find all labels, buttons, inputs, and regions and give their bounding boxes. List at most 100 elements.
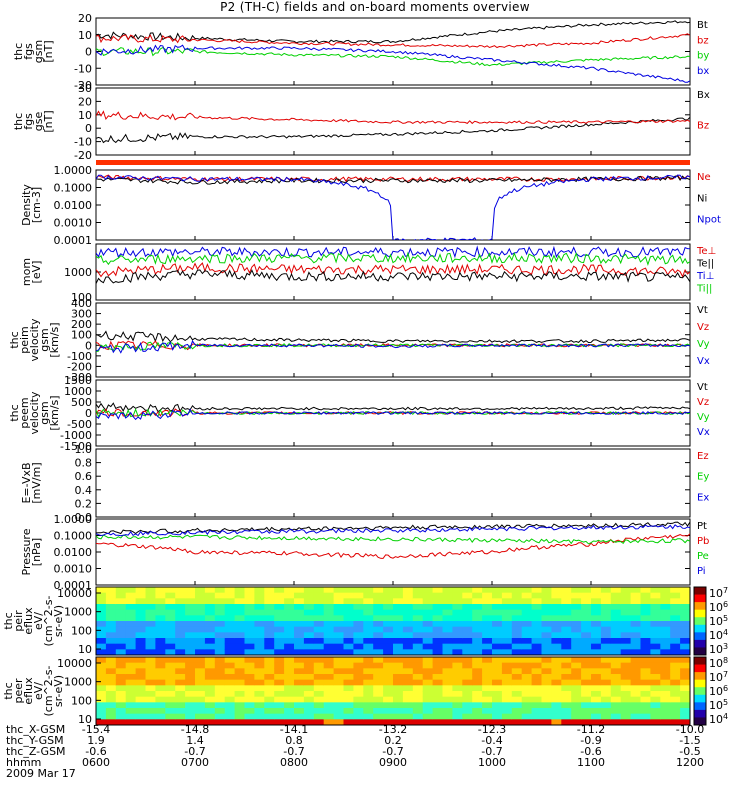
heatmap-cell bbox=[462, 696, 473, 703]
heatmap-cell bbox=[105, 609, 117, 616]
heatmap-cell bbox=[363, 598, 374, 605]
heatmap-cell bbox=[264, 643, 275, 650]
heatmap-cell bbox=[581, 621, 592, 628]
heatmap-cell bbox=[412, 657, 424, 664]
series-line-Bx bbox=[96, 116, 690, 144]
heatmap-cell bbox=[650, 685, 661, 692]
heatmap-cell bbox=[244, 632, 255, 639]
heatmap-cell bbox=[323, 632, 335, 639]
heatmap-cell bbox=[303, 598, 315, 605]
heatmap-cell bbox=[610, 713, 622, 720]
heatmap-cell bbox=[135, 621, 146, 628]
heatmap-cell bbox=[541, 713, 552, 720]
y-tick-label: 1.0000 bbox=[54, 164, 93, 177]
heatmap-cell bbox=[630, 657, 641, 664]
heatmap-cell bbox=[145, 713, 156, 720]
heatmap-cell bbox=[284, 679, 295, 686]
heatmap-cell bbox=[660, 691, 671, 698]
y-tick-label: 0.0010 bbox=[54, 563, 93, 576]
heatmap-cell bbox=[422, 685, 434, 692]
heatmap-cell bbox=[244, 679, 255, 686]
heatmap-cell bbox=[492, 708, 503, 715]
heatmap-cell bbox=[541, 674, 552, 681]
heatmap-cell bbox=[303, 657, 315, 664]
heatmap-cell bbox=[234, 592, 245, 599]
heatmap-cell bbox=[660, 587, 671, 594]
heatmap-cell bbox=[284, 719, 295, 726]
heatmap-cell bbox=[591, 708, 602, 715]
heatmap-cell bbox=[373, 638, 384, 645]
heatmap-cell bbox=[373, 626, 384, 633]
colorbar-segment bbox=[694, 702, 706, 711]
heatmap-cell bbox=[204, 685, 216, 692]
heatmap-cell bbox=[620, 679, 632, 686]
heatmap-cell bbox=[402, 598, 414, 605]
heatmap-cell bbox=[294, 696, 305, 703]
heatmap-cell bbox=[125, 696, 137, 703]
heatmap-cell bbox=[541, 609, 552, 616]
heatmap-cell bbox=[155, 702, 166, 709]
footer-tick-label: 1100 bbox=[577, 756, 605, 769]
heatmap-cell bbox=[214, 609, 226, 616]
heatmap-cell bbox=[670, 609, 681, 616]
heatmap-cell bbox=[284, 702, 295, 709]
colorbar-tick-label: 106 bbox=[709, 600, 728, 614]
heatmap-cell bbox=[571, 587, 582, 594]
heatmap-cell bbox=[600, 708, 612, 715]
heatmap-cell bbox=[561, 719, 572, 726]
footer-tick-label: -0.7 bbox=[382, 745, 403, 758]
heatmap-cell bbox=[571, 674, 582, 681]
legend-Ne: Ne bbox=[697, 172, 711, 183]
heatmap-cell bbox=[531, 604, 542, 611]
heatmap-cell bbox=[204, 615, 216, 622]
heatmap-cell bbox=[234, 626, 245, 633]
footer-tick-label: -1.5 bbox=[679, 734, 700, 747]
heatmap-cell bbox=[284, 668, 295, 675]
heatmap-cell bbox=[492, 702, 503, 709]
heatmap-cell bbox=[571, 598, 582, 605]
heatmap-cell bbox=[333, 691, 344, 698]
heatmap-cell bbox=[422, 643, 434, 650]
heatmap-cell bbox=[393, 649, 404, 656]
footer-tick-label: -11.2 bbox=[577, 723, 605, 736]
heatmap-cell bbox=[610, 592, 622, 599]
heatmap-cell bbox=[165, 702, 176, 709]
heatmap-cell bbox=[531, 609, 542, 616]
heatmap-cell bbox=[165, 674, 176, 681]
heatmap-cell bbox=[363, 668, 374, 675]
heatmap-cell bbox=[600, 702, 612, 709]
y-tick-label: 10000 bbox=[57, 657, 92, 670]
heatmap-cell bbox=[402, 657, 414, 664]
heatmap-cell bbox=[115, 719, 127, 726]
heatmap-cell bbox=[115, 587, 127, 594]
heatmap-cell bbox=[412, 609, 424, 616]
heatmap-cell bbox=[214, 674, 226, 681]
heatmap-cell bbox=[511, 685, 523, 692]
heatmap-cell bbox=[115, 674, 127, 681]
y-tick-label: 0.4 bbox=[75, 484, 93, 497]
heatmap-cell bbox=[204, 657, 216, 664]
heatmap-cell bbox=[96, 668, 107, 675]
heatmap-cell bbox=[313, 685, 325, 692]
heatmap-cell bbox=[363, 679, 374, 686]
heatmap-cell bbox=[254, 604, 265, 611]
legend-Pt: Pt bbox=[697, 521, 707, 532]
heatmap-cell bbox=[571, 668, 582, 675]
heatmap-cell bbox=[393, 668, 404, 675]
heatmap-cell bbox=[254, 696, 265, 703]
heatmap-cell bbox=[284, 615, 295, 622]
heatmap-cell bbox=[125, 604, 137, 611]
heatmap-cell bbox=[264, 662, 275, 669]
heatmap-cell bbox=[402, 668, 414, 675]
heatmap-cell bbox=[620, 696, 632, 703]
heatmap-cell bbox=[482, 691, 493, 698]
heatmap-cell bbox=[462, 632, 473, 639]
heatmap-cell bbox=[195, 626, 206, 633]
y-axis-label: [km/s] bbox=[48, 395, 61, 430]
heatmap-cell bbox=[452, 668, 463, 675]
heatmap-cell bbox=[274, 708, 285, 715]
heatmap-cell bbox=[165, 632, 176, 639]
heatmap-cell bbox=[145, 696, 156, 703]
heatmap-cell bbox=[105, 621, 117, 628]
